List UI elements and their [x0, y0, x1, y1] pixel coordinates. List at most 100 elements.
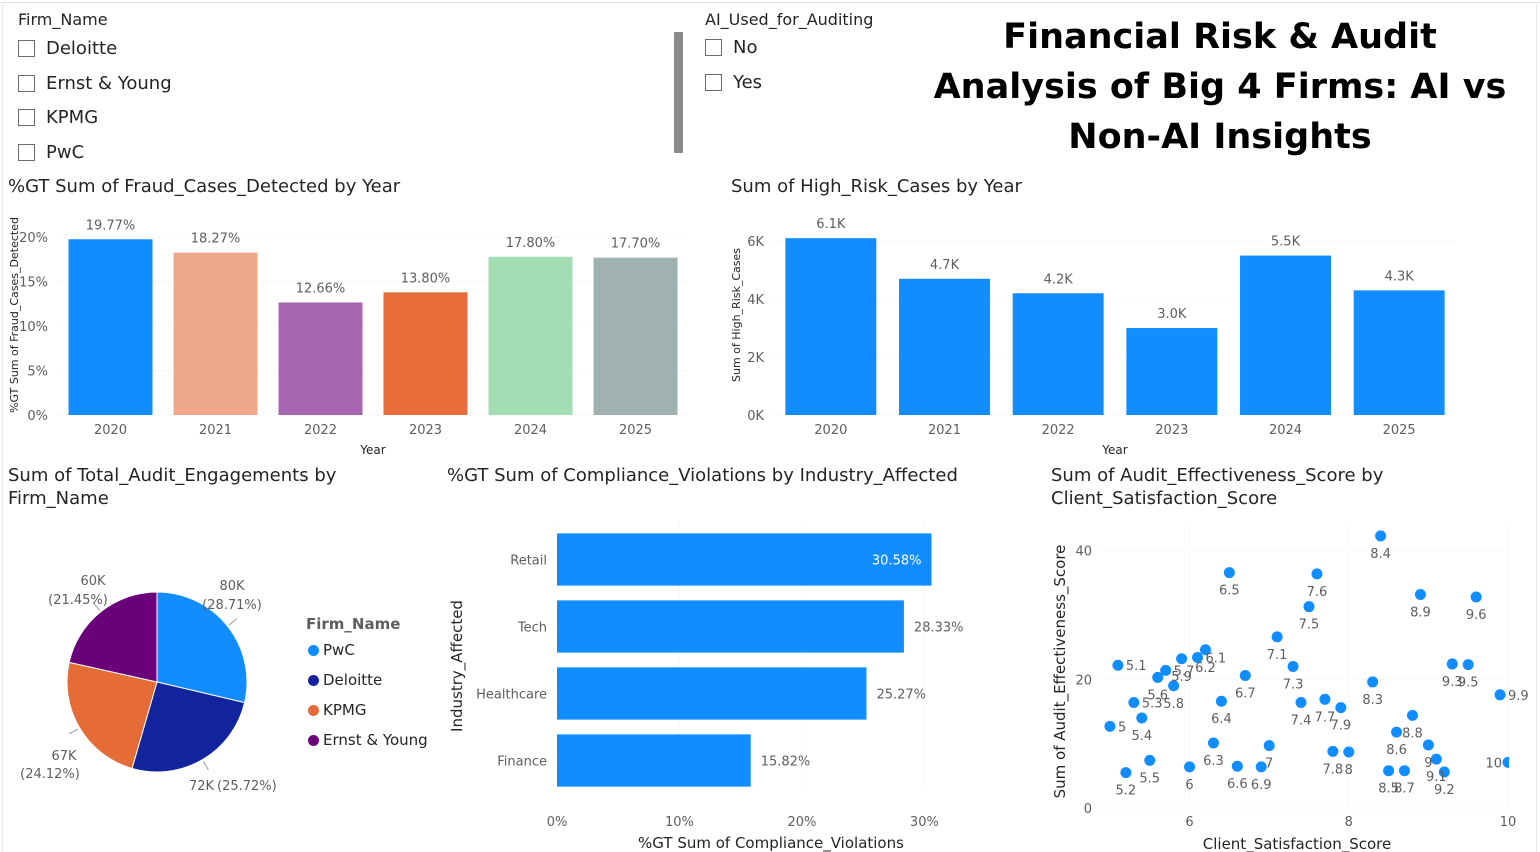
scatter-point[interactable] — [1470, 591, 1482, 603]
scatter-point[interactable] — [1406, 709, 1418, 721]
scatter-point[interactable] — [1112, 659, 1124, 671]
scatter-point[interactable] — [1343, 746, 1355, 758]
scatter-point[interactable] — [1383, 765, 1395, 777]
x-tick-label: 2022 — [1042, 423, 1075, 438]
leader-line — [68, 728, 79, 735]
data-label: 13.80% — [401, 271, 451, 286]
bar-2024[interactable] — [488, 256, 573, 415]
firm-option-ernst-young[interactable]: Ernst & Young — [18, 73, 172, 94]
firm-option-deloitte[interactable]: Deloitte — [18, 38, 117, 59]
point-label: 5.1 — [1126, 659, 1147, 674]
compliance-bar-chart: 0% 10% 20% 30% Retail 30.58% Tech 28.33% Healthc… — [448, 522, 964, 852]
point-label: 5.5 — [1139, 771, 1160, 786]
scatter-point[interactable] — [1120, 767, 1132, 779]
scatter-point[interactable] — [1144, 754, 1156, 766]
legend-item-pwc[interactable]: PwC — [308, 641, 355, 659]
checkbox[interactable] — [18, 40, 35, 57]
firm-option-pwc[interactable]: PwC — [18, 142, 84, 163]
pie-slice-deloitte[interactable] — [131, 681, 246, 773]
bar-retail[interactable] — [557, 533, 932, 586]
scatter-point[interactable] — [1207, 737, 1219, 749]
checkbox[interactable] — [705, 74, 722, 91]
bar-2025[interactable] — [1353, 290, 1445, 415]
scatter-point[interactable] — [1160, 664, 1172, 676]
slicer-scrollbar[interactable] — [674, 32, 683, 153]
scatter-point[interactable] — [1319, 693, 1331, 705]
point-label: 9 — [1424, 756, 1432, 771]
y-tick-label: Finance — [497, 755, 547, 770]
scatter-point[interactable] — [1287, 661, 1299, 672]
scatter-point[interactable] — [1375, 530, 1387, 542]
legend-item-deloitte[interactable]: Deloitte — [308, 671, 382, 689]
checkbox[interactable] — [18, 74, 35, 92]
scatter-point[interactable] — [1263, 740, 1275, 752]
bar-finance[interactable] — [557, 734, 751, 787]
scatter-point[interactable] — [1136, 712, 1148, 724]
scatter-point[interactable] — [1311, 568, 1323, 580]
scatter-point[interactable] — [1327, 745, 1339, 757]
bar-2020[interactable] — [785, 238, 877, 415]
point-label: 6.3 — [1203, 754, 1224, 769]
y-tick-label: 20% — [19, 231, 48, 246]
scatter-point[interactable] — [1494, 689, 1506, 701]
checkbox[interactable] — [705, 39, 722, 56]
scatter-point[interactable] — [1184, 761, 1196, 773]
point-label: 7.8 — [1323, 762, 1344, 777]
bar-2022[interactable] — [278, 302, 363, 415]
pie-slice-ernst-young[interactable] — [68, 591, 158, 683]
slicer-item-label: Yes — [733, 72, 763, 93]
pie-slice-pwc[interactable] — [156, 591, 248, 704]
bar-2020[interactable] — [68, 239, 153, 415]
scatter-point[interactable] — [1367, 676, 1379, 688]
scatter-point[interactable] — [1430, 753, 1442, 765]
checkbox[interactable] — [18, 143, 35, 161]
x-tick-label: 0% — [547, 815, 568, 830]
bar-2023[interactable] — [383, 292, 468, 415]
scatter-point[interactable] — [1271, 631, 1283, 643]
scatter-point[interactable] — [1239, 670, 1251, 682]
scatter-point[interactable] — [1422, 739, 1434, 751]
scatter-point[interactable] — [1295, 697, 1307, 709]
scatter-point[interactable] — [1168, 680, 1180, 692]
scatter-point[interactable] — [1255, 761, 1267, 773]
data-label: 4.2K — [1044, 272, 1074, 287]
ai-option-yes[interactable]: Yes — [705, 72, 762, 93]
bar-tech[interactable] — [557, 600, 904, 653]
scatter-point[interactable] — [1152, 671, 1164, 683]
scatter-point[interactable] — [1104, 720, 1116, 732]
scatter-point[interactable] — [1199, 644, 1211, 656]
point-label: 6.5 — [1219, 584, 1240, 599]
scatter-point[interactable] — [1335, 702, 1347, 714]
legend-item-kpmg[interactable]: KPMG — [308, 701, 366, 719]
point-label: 8 — [1345, 763, 1353, 778]
ai-option-no[interactable]: No — [705, 37, 757, 58]
scatter-point[interactable] — [1462, 659, 1474, 671]
scatter-point[interactable] — [1303, 601, 1315, 613]
firm-option-kpmg[interactable]: KPMG — [18, 107, 98, 128]
scatter-point[interactable] — [1215, 695, 1227, 707]
scatter-point[interactable] — [1502, 756, 1514, 768]
scatter-point[interactable] — [1192, 651, 1204, 663]
bar-2023[interactable] — [1126, 328, 1218, 415]
checkbox[interactable] — [18, 109, 35, 126]
bar-2025[interactable] — [593, 257, 678, 415]
scatter-point[interactable] — [1128, 697, 1140, 709]
scatter-point[interactable] — [1399, 765, 1411, 777]
scatter-point[interactable] — [1176, 653, 1188, 665]
scatter-point[interactable] — [1391, 726, 1403, 738]
bar-2022[interactable] — [1012, 293, 1104, 415]
scatter-point[interactable] — [1446, 658, 1458, 670]
bar-2021[interactable] — [173, 252, 258, 415]
scatter-point[interactable] — [1223, 567, 1235, 579]
bar-2024[interactable] — [1240, 255, 1331, 415]
scatter-point[interactable] — [1231, 760, 1243, 772]
point-label: 8.5 — [1378, 782, 1399, 797]
bar-2021[interactable] — [899, 278, 990, 415]
scatter-point[interactable] — [1414, 588, 1426, 600]
legend-item-ernst-young[interactable]: Ernst & Young — [308, 731, 428, 749]
y-tick-label: 15% — [19, 276, 48, 291]
scatter-point[interactable] — [1438, 766, 1450, 778]
bar-healthcare[interactable] — [557, 667, 867, 720]
pie-slice-kpmg[interactable] — [66, 661, 158, 770]
point-label: 9.3 — [1442, 675, 1463, 690]
